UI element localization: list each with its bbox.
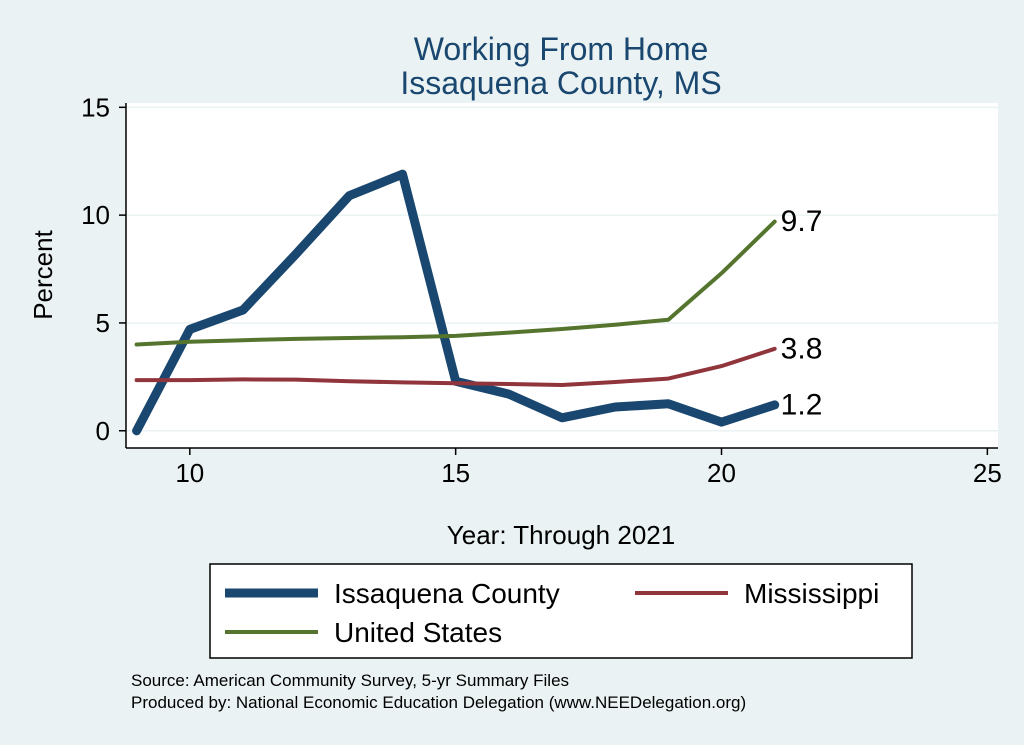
legend: Issaquena County Mississippi United Stat… (209, 563, 913, 659)
end-labels: 1.2 3.8 9.7 (781, 205, 823, 421)
plot-area (126, 103, 998, 448)
series-line-issaquena-county (132, 169, 780, 436)
x-tick-label-20: 20 (707, 458, 736, 488)
chart-title-line-1: Working From Home (414, 31, 709, 67)
source-note: Source: American Community Survey, 5-yr … (131, 671, 569, 690)
legend-label-mississippi: Mississippi (744, 578, 879, 609)
x-tick-label-15: 15 (441, 458, 470, 488)
x-axis-title: Year: Through 2021 (447, 520, 675, 550)
end-label-issaquena-county: 1.2 (781, 388, 823, 421)
y-tick-label-5: 5 (96, 308, 110, 338)
series-lines (132, 169, 780, 436)
legend-box (209, 563, 913, 659)
y-tick-label-0: 0 (96, 416, 110, 446)
y-tick-label-15: 15 (81, 92, 110, 122)
series-line-united-states (134, 219, 777, 347)
y-axis-title: Percent (28, 229, 58, 319)
legend-label-united-states: United States (334, 617, 502, 648)
end-label-mississippi: 3.8 (781, 332, 823, 365)
x-tick-label-10: 10 (175, 458, 204, 488)
x-axis-ticks: 10 15 20 25 (175, 448, 1002, 488)
series-line-mississippi (134, 346, 777, 387)
end-label-united-states: 9.7 (781, 205, 823, 238)
gridlines (126, 106, 998, 432)
y-tick-label-10: 10 (81, 200, 110, 230)
x-tick-label-25: 25 (973, 458, 1002, 488)
legend-label-issaquena-county: Issaquena County (334, 578, 560, 609)
y-axis-ticks: 0 5 10 15 (81, 92, 126, 446)
chart-title-line-2: Issaquena County, MS (400, 65, 721, 101)
producer-note: Produced by: National Economic Education… (131, 693, 746, 712)
